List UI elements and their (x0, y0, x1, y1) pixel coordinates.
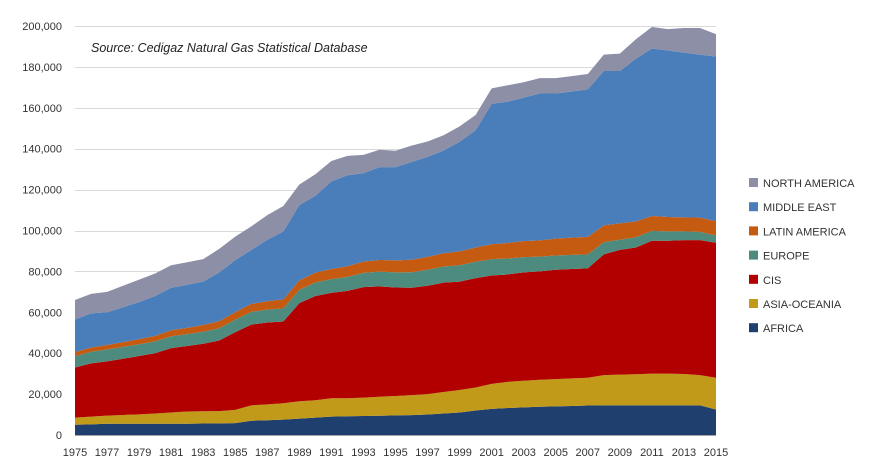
x-tick-label: 1999 (447, 447, 471, 459)
x-tick-label: 1987 (255, 447, 279, 459)
x-tick-label: 1991 (319, 447, 343, 459)
y-tick-label: 120,000 (22, 185, 62, 197)
x-axis-tick-labels: 1975 1977 1979 1981 1983 1985 1987 1989 1991 1993… (63, 447, 728, 459)
x-tick-label: 1981 (159, 447, 183, 459)
y-tick-label: 160,000 (22, 103, 62, 115)
area-asia-oceania (75, 373, 716, 425)
x-tick-label: 1985 (223, 447, 247, 459)
legend-swatch-cis (749, 274, 758, 284)
legend-swatch-latin-america (749, 226, 758, 236)
y-tick-label: 20,000 (28, 389, 62, 401)
legend-label-europe: EUROPE (763, 251, 809, 263)
x-tick-label: 1983 (191, 447, 215, 459)
y-tick-label: 180,000 (22, 62, 62, 74)
legend-label-africa: AFRICA (763, 323, 804, 335)
legend-swatch-africa (749, 323, 758, 333)
x-tick-label: 1989 (287, 447, 311, 459)
area-latin-america (75, 215, 716, 357)
x-tick-label: 1995 (383, 447, 407, 459)
y-tick-label: 140,000 (22, 144, 62, 156)
x-tick-label: 2011 (640, 447, 664, 459)
legend-swatch-middle-east (749, 202, 758, 212)
x-tick-label: 2005 (544, 447, 568, 459)
legend-swatch-europe (749, 250, 758, 260)
y-tick-label: 100,000 (22, 226, 62, 238)
x-tick-label: 1977 (95, 447, 119, 459)
x-tick-label: 2013 (672, 447, 696, 459)
area-africa (75, 405, 716, 435)
x-tick-label: 1993 (351, 447, 375, 459)
legend-label-middle-east: MIDDLE EAST (763, 202, 837, 214)
area-europe (75, 230, 716, 368)
x-tick-label: 2003 (511, 447, 535, 459)
x-tick-label: 1997 (415, 447, 439, 459)
x-tick-label: 2001 (479, 447, 503, 459)
y-tick-label: 0 (56, 430, 62, 442)
y-tick-label: 60,000 (28, 307, 62, 319)
legend: NORTH AMERICA MIDDLE EAST LATIN AMERICA EUR… (749, 178, 855, 335)
y-tick-label: 80,000 (28, 266, 62, 278)
legend-label-asia-oceania: ASIA-OCEANIA (763, 299, 842, 311)
legend-swatch-north-america (749, 178, 758, 187)
y-axis-tick-labels: 0 20,000 40,000 60,000 80,000 100,000 120,000 1… (22, 21, 62, 442)
area-cis (75, 240, 716, 418)
legend-swatch-asia-oceania (749, 299, 758, 308)
x-tick-label: 2015 (704, 447, 728, 459)
x-tick-label: 1979 (127, 447, 151, 459)
legend-label-cis: CIS (763, 275, 781, 287)
legend-label-north-america: NORTH AMERICA (763, 178, 855, 190)
area-middle-east (75, 48, 716, 353)
x-tick-label: 1975 (63, 447, 87, 459)
x-tick-label: 2009 (608, 447, 632, 459)
series-areas (75, 27, 716, 435)
y-tick-label: 200,000 (22, 21, 62, 33)
area-north-america (75, 27, 716, 320)
legend-label-latin-america: LATIN AMERICA (763, 226, 847, 238)
y-tick-label: 40,000 (28, 348, 62, 360)
source-annotation: Source: Cedigaz Natural Gas Statistical … (91, 41, 368, 55)
x-tick-label: 2007 (576, 447, 600, 459)
